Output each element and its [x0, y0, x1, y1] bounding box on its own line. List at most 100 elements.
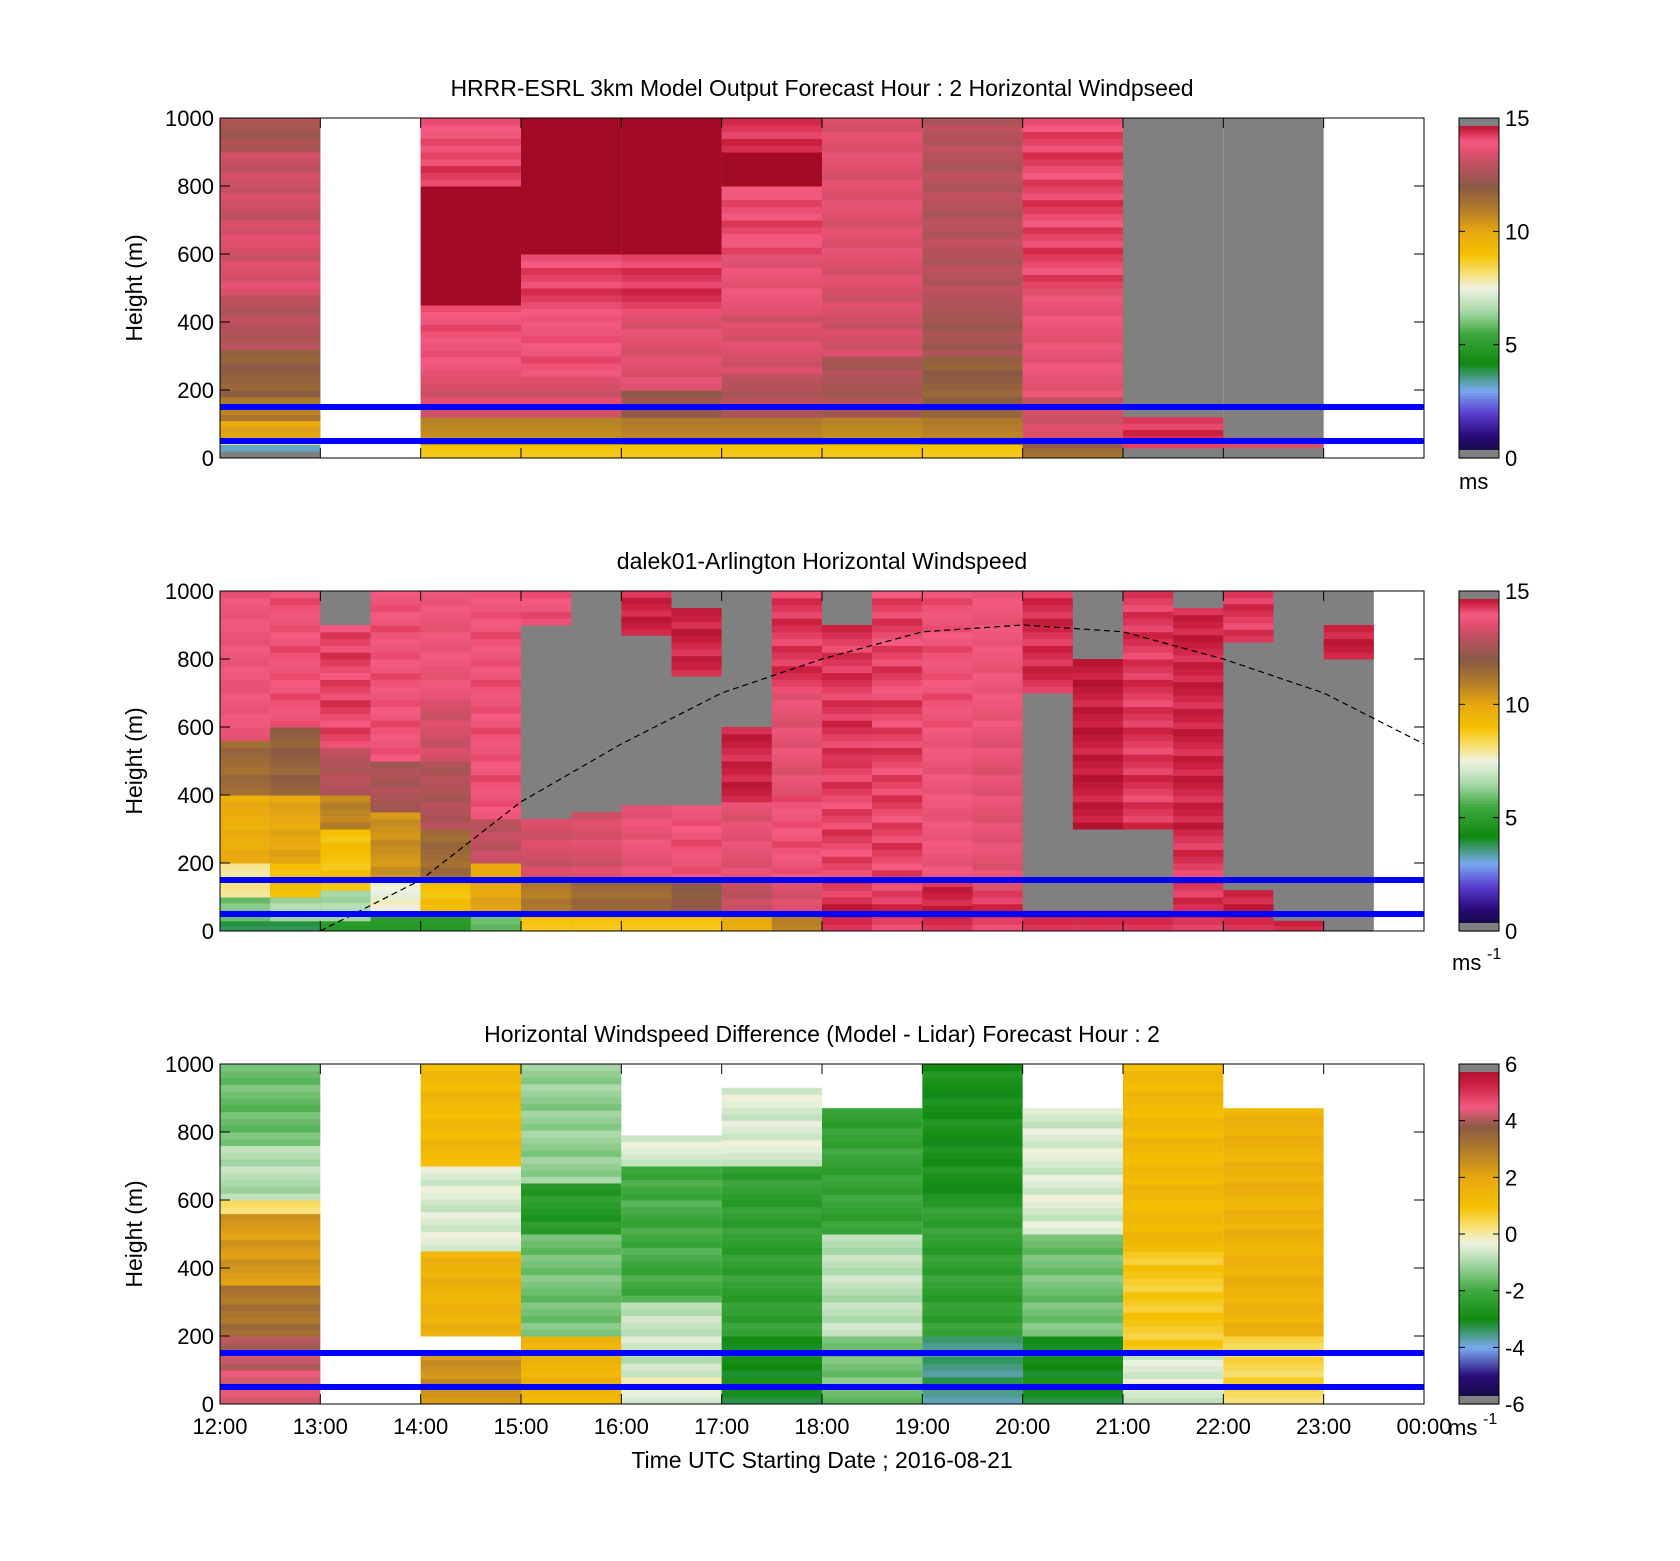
- heatmap-cell: [771, 672, 822, 680]
- y-tick-label: 1000: [165, 106, 214, 131]
- heatmap-cell: [521, 396, 622, 405]
- heatmap-cell: [420, 451, 521, 458]
- heatmap-cell: [621, 349, 722, 357]
- heatmap-cell: [922, 746, 973, 755]
- heatmap-cell: [1022, 1322, 1123, 1330]
- heatmap-cell: [220, 604, 271, 612]
- heatmap-cell: [1123, 1130, 1224, 1138]
- heatmap-cell: [972, 856, 1023, 864]
- heatmap-cell: [922, 1077, 1023, 1085]
- heatmap-cell: [420, 1378, 521, 1386]
- heatmap-cell: [521, 1123, 622, 1131]
- heatmap-cell: [721, 1356, 822, 1364]
- heatmap-cell: [521, 880, 572, 887]
- panel-model-reference-lines: [220, 404, 1424, 444]
- colorbar-segment: [1459, 316, 1499, 320]
- heatmap-cell: [822, 863, 873, 871]
- heatmap-cell: [822, 713, 873, 721]
- heatmap-cell: [671, 880, 722, 887]
- heatmap-cell: [420, 597, 471, 606]
- heatmap-cell: [872, 815, 923, 823]
- heatmap-cell: [972, 659, 1023, 667]
- heatmap-cell: [470, 625, 521, 633]
- heatmap-cell: [521, 873, 572, 881]
- heatmap-cell: [922, 1070, 1023, 1079]
- heatmap-cell: [721, 1268, 822, 1276]
- heatmap-cell: [420, 1309, 521, 1317]
- heatmap-cell: [922, 833, 973, 841]
- heatmap-cell: [1022, 213, 1123, 221]
- heatmap-cell: [420, 1172, 521, 1180]
- heatmap-cell: [771, 866, 822, 874]
- heatmap-cell: [470, 883, 521, 891]
- heatmap-cell: [822, 1134, 923, 1142]
- heatmap-cell: [1123, 1353, 1224, 1360]
- colorbar-segment: [1459, 1211, 1499, 1215]
- heatmap-cell: [1022, 417, 1123, 425]
- heatmap-cell: [470, 679, 521, 687]
- heatmap-cell: [370, 761, 421, 768]
- heatmap-cell: [420, 645, 471, 653]
- heatmap-cell: [220, 693, 271, 701]
- colorbar-segment: [1459, 916, 1499, 921]
- heatmap-cell: [721, 1295, 822, 1303]
- heatmap-cell: [420, 1322, 521, 1330]
- heatmap-cell: [822, 767, 873, 776]
- heatmap-cell: [220, 1118, 321, 1126]
- heatmap-cell: [220, 426, 321, 433]
- heatmap-cell: [721, 152, 822, 160]
- heatmap-cell: [1072, 672, 1123, 680]
- heatmap-cell: [922, 369, 1023, 377]
- heatmap-cell: [922, 918, 973, 926]
- colorbar-segment: [1459, 211, 1499, 215]
- colorbar-segment: [1459, 735, 1499, 739]
- heatmap-cell: [771, 814, 822, 822]
- heatmap-cell: [220, 362, 321, 371]
- heatmap-cell: [1072, 740, 1123, 748]
- heatmap-cell: [220, 727, 271, 735]
- heatmap-cell: [270, 591, 321, 599]
- heatmap-cell: [1072, 788, 1123, 796]
- heatmap-cell: [1022, 1187, 1123, 1195]
- heatmap-cell: [771, 898, 822, 905]
- heatmap-cell: [521, 1195, 622, 1203]
- heatmap-cell: [1123, 733, 1174, 742]
- heatmap-cell: [822, 322, 923, 330]
- heatmap-cell: [1022, 152, 1123, 160]
- heatmap-cell: [972, 883, 1023, 891]
- heatmap-cell: [220, 124, 321, 133]
- heatmap-cell: [420, 1185, 521, 1193]
- heatmap-cell: [621, 1200, 722, 1208]
- heatmap-cell: [370, 873, 421, 881]
- colorbar-segment: [1459, 296, 1499, 300]
- heatmap-cell: [270, 754, 321, 762]
- heatmap-cell: [1022, 172, 1123, 180]
- heatmap-cell: [521, 322, 622, 330]
- heatmap-cell: [420, 713, 471, 721]
- heatmap-cell: [922, 224, 1023, 233]
- colorbar-segment: [1459, 208, 1499, 213]
- heatmap-cell: [470, 781, 521, 789]
- heatmap-cell: [771, 904, 822, 912]
- heatmap-cell: [1022, 1234, 1123, 1242]
- colorbar-tick-label: 5: [1505, 333, 1517, 358]
- heatmap-cell: [1223, 1141, 1324, 1149]
- colorbar-segment: [1459, 1098, 1499, 1102]
- heatmap-cell: [1173, 654, 1224, 663]
- heatmap-cell: [571, 898, 622, 905]
- heatmap-cell: [621, 1227, 722, 1235]
- heatmap-cell: [721, 192, 822, 201]
- colorbar-segment: [1459, 605, 1499, 609]
- colorbar-cap: [1459, 118, 1499, 126]
- heatmap-cell: [771, 917, 822, 925]
- heatmap-cell: [320, 920, 371, 927]
- colorbar-segment: [1459, 599, 1499, 603]
- heatmap-cell: [370, 740, 421, 748]
- colorbar-segment: [1459, 438, 1499, 442]
- heatmap-cell: [1223, 1168, 1324, 1176]
- heatmap-cell: [922, 1342, 1023, 1351]
- heatmap-cell: [220, 781, 271, 789]
- colorbar-segment: [1459, 174, 1499, 179]
- heatmap-cell: [220, 288, 321, 296]
- heatmap-cell: [1123, 815, 1174, 823]
